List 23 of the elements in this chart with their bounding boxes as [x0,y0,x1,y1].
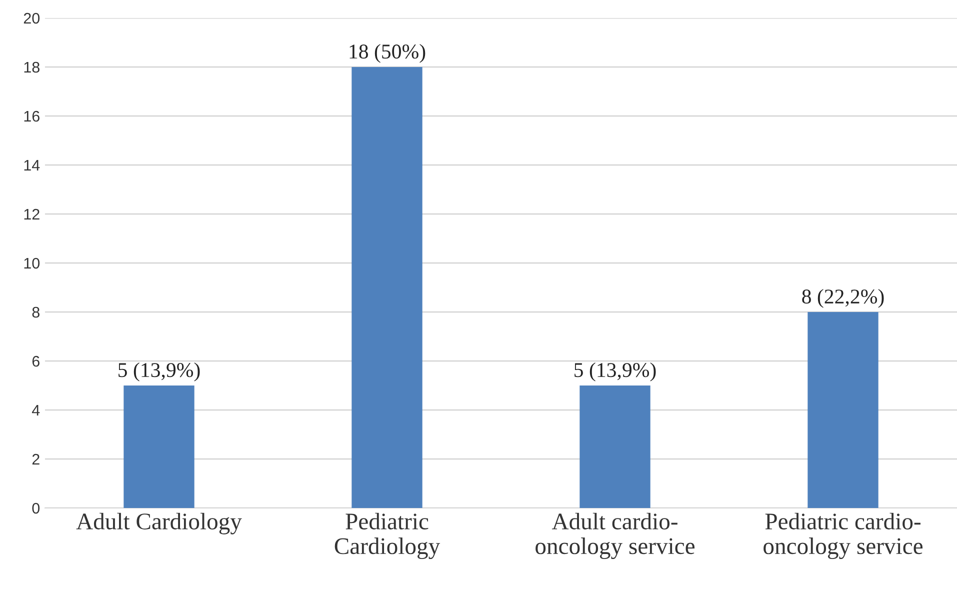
y-tick-label: 4 [32,405,40,416]
y-tick-label: 20 [24,12,40,24]
bar [580,386,650,508]
x-tick-label: Pediatric Cardiology [334,512,440,560]
data-label: 5 (13,9%) [118,362,200,382]
data-label: 8 (22,2%) [802,288,884,308]
y-tick-label: 12 [24,208,40,220]
y-tick-label: 0 [32,502,40,514]
y-tick-label: 2 [32,454,40,465]
y-tick-label: 16 [24,110,40,122]
y-tick-label: 6 [32,356,40,367]
x-tick-label: Pediatric cardio- oncology service [764,512,922,560]
bar [124,386,194,508]
bar [352,67,422,508]
bar [808,312,878,508]
x-tick-label: Adult cardio- oncology service [536,512,694,560]
data-label: 18 (50%) [350,44,426,63]
data-label: 5 (13,9%) [574,362,656,382]
y-tick-label: 18 [24,62,40,73]
x-tick-label: Adult Cardiology [76,512,242,534]
y-tick-label: 8 [32,306,40,318]
y-tick-label: 14 [24,160,40,171]
y-tick-label: 10 [24,258,40,269]
